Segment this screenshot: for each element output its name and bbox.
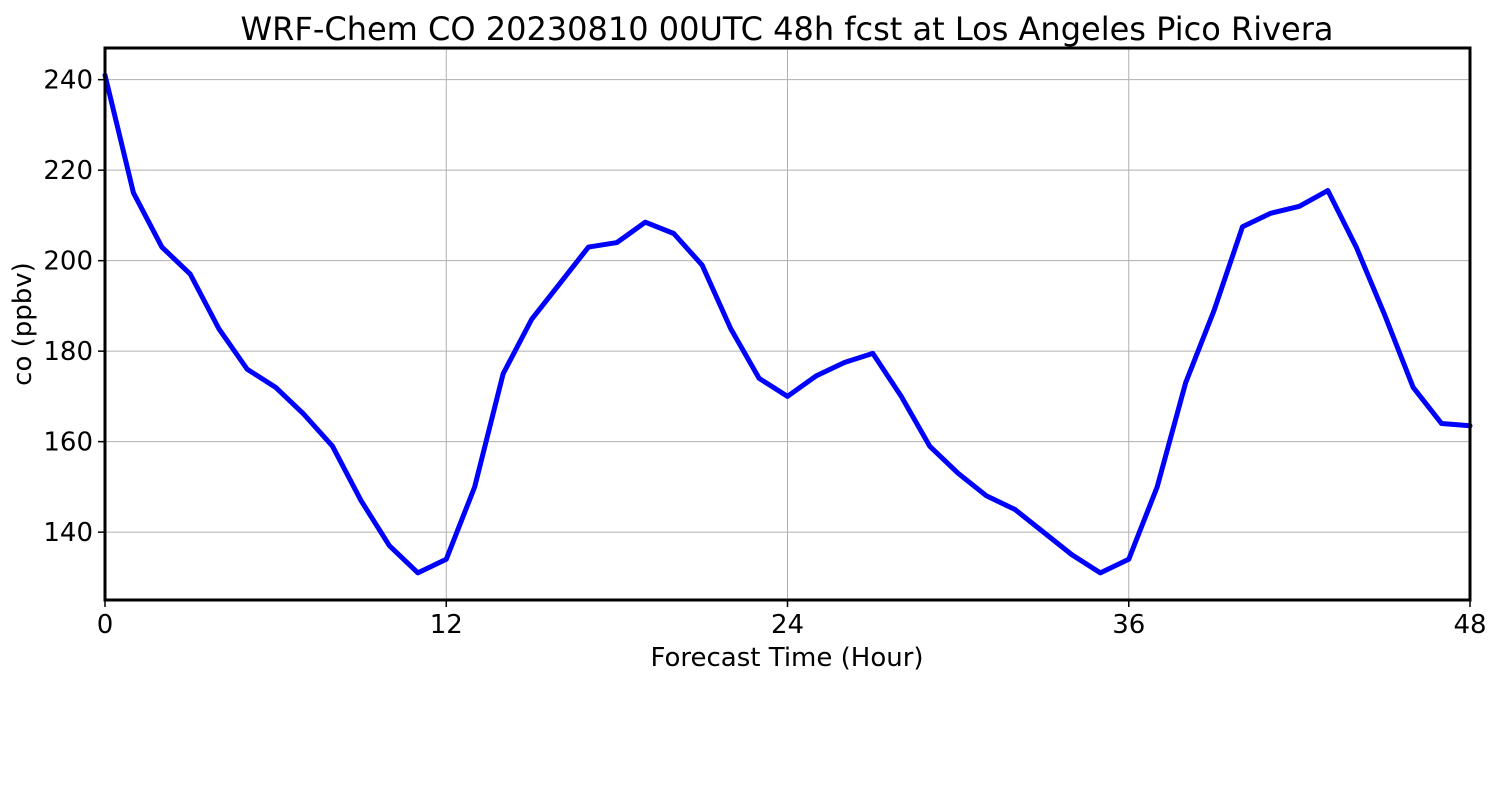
- chart-title: WRF-Chem CO 20230810 00UTC 48h fcst at L…: [241, 10, 1334, 48]
- grid: [104, 48, 1471, 600]
- y-tick-label: 140: [43, 518, 93, 548]
- y-tick-label: 160: [43, 428, 93, 458]
- x-tick-label: 48: [1453, 610, 1486, 640]
- series-group: [102, 72, 1473, 576]
- y-tick-label: 240: [43, 66, 93, 96]
- y-axis-ticks: 140 160 180 200 220 240: [43, 66, 105, 548]
- y-axis-label: co (ppbv): [8, 262, 38, 386]
- x-axis-ticks: 0 12 24 36 48: [97, 600, 1487, 640]
- x-tick-label: 0: [97, 610, 114, 640]
- x-tick-label: 36: [1112, 610, 1145, 640]
- y-tick-label: 200: [43, 247, 93, 277]
- y-tick-label: 220: [43, 156, 93, 186]
- y-tick-label: 180: [43, 337, 93, 367]
- x-axis-label: Forecast Time (Hour): [650, 643, 923, 673]
- x-tick-label: 12: [430, 610, 463, 640]
- series-line: [102, 72, 1473, 576]
- x-tick-label: 24: [771, 610, 804, 640]
